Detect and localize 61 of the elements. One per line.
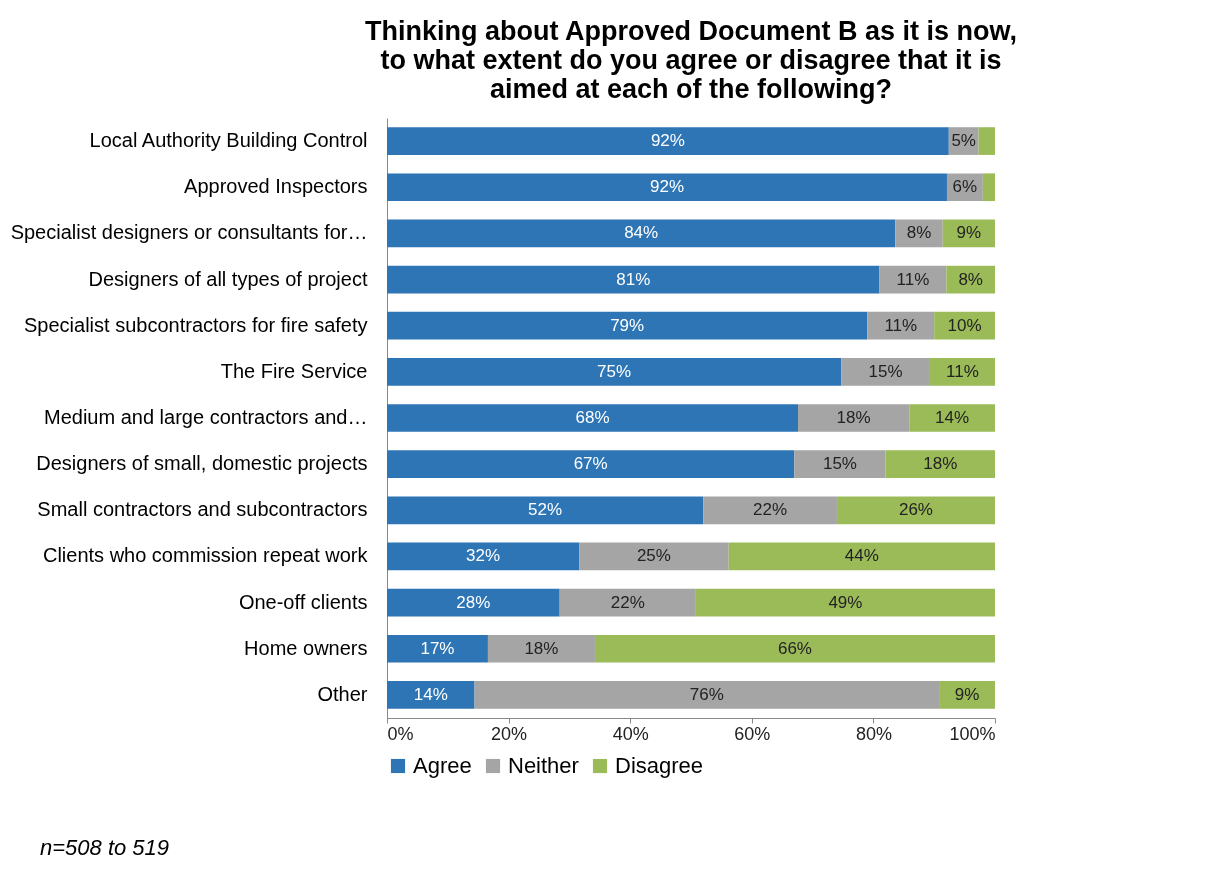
y-tick-label: Designers of all types of project [88, 267, 368, 290]
data-label: 11% [884, 315, 918, 335]
data-label: 66% [777, 638, 812, 658]
x-tick-label: 60% [734, 723, 771, 744]
y-tick-label: Approved Inspectors [184, 175, 368, 198]
data-label: 14% [935, 408, 970, 427]
data-label: 22% [753, 500, 788, 520]
data-label: 11% [946, 361, 979, 381]
data-label: 44% [844, 546, 879, 566]
y-tick-label: Home owners [244, 636, 368, 659]
y-tick-label: The Fire Service [220, 359, 368, 382]
data-label: 92% [650, 131, 685, 151]
x-tick-label: 80% [855, 723, 892, 744]
data-label: 18% [923, 454, 958, 474]
data-label: 84% [624, 223, 659, 243]
data-label: 11% [896, 269, 930, 289]
y-tick-label: Local Authority Building Control [89, 129, 368, 152]
x-tick-label: 40% [612, 723, 649, 744]
x-tick-label: 100% [949, 723, 996, 744]
y-tick-label: Small contractors and subcontractors [37, 498, 368, 521]
y-tick-label: One-off clients [238, 590, 368, 613]
data-label: 9% [954, 684, 980, 704]
data-label: 8% [906, 223, 932, 243]
data-label: 17% [420, 638, 455, 658]
data-label: 68% [575, 408, 610, 427]
data-label: 79% [610, 315, 645, 335]
data-label: 8% [958, 269, 983, 289]
data-label: 18% [524, 638, 559, 658]
data-label: 49% [828, 592, 863, 612]
data-label: 9% [956, 223, 982, 243]
y-tick-label: Specialist subcontractors for fire safety [24, 313, 368, 336]
chart-title: Thinking about Approved Document B as it is now, to what extent do you agree or disagree that it is aimed at each of the following? [364, 16, 1018, 104]
data-label: 18% [836, 408, 871, 427]
data-label: 92% [649, 177, 684, 197]
y-tick-label: Medium and large contractors and… [44, 406, 368, 428]
x-tick-label: 0% [387, 723, 414, 744]
data-label: 76% [689, 684, 724, 704]
data-label: 10% [947, 315, 982, 335]
data-label: 67% [573, 454, 608, 474]
text: n=508 to 519 [40, 835, 170, 861]
legend-label: Agree [413, 753, 472, 778]
y-tick-label: Designers of small, domestic projects [36, 452, 368, 475]
data-label: 22% [610, 592, 645, 612]
data-label: 32% [466, 546, 501, 566]
data-label: 28% [456, 592, 491, 612]
x-tick-label: 20% [491, 723, 528, 744]
legend-label: Neither [508, 753, 579, 778]
data-label: 14% [413, 684, 448, 704]
data-label: 25% [636, 546, 671, 566]
data-label: 26% [898, 500, 933, 520]
y-tick-label: Other [317, 682, 368, 705]
y-tick-label: Clients who commission repeat work [42, 544, 369, 567]
data-label: 75% [597, 361, 632, 381]
data-label: 52% [528, 500, 563, 520]
data-label: 81% [616, 269, 651, 289]
data-label: 15% [822, 454, 857, 474]
legend-label: Disagree [615, 753, 704, 778]
data-label: 6% [952, 177, 978, 197]
y-tick-label: Specialist designers or consultants for… [10, 221, 368, 244]
data-label: 15% [868, 361, 903, 381]
data-label: 5% [951, 131, 976, 151]
